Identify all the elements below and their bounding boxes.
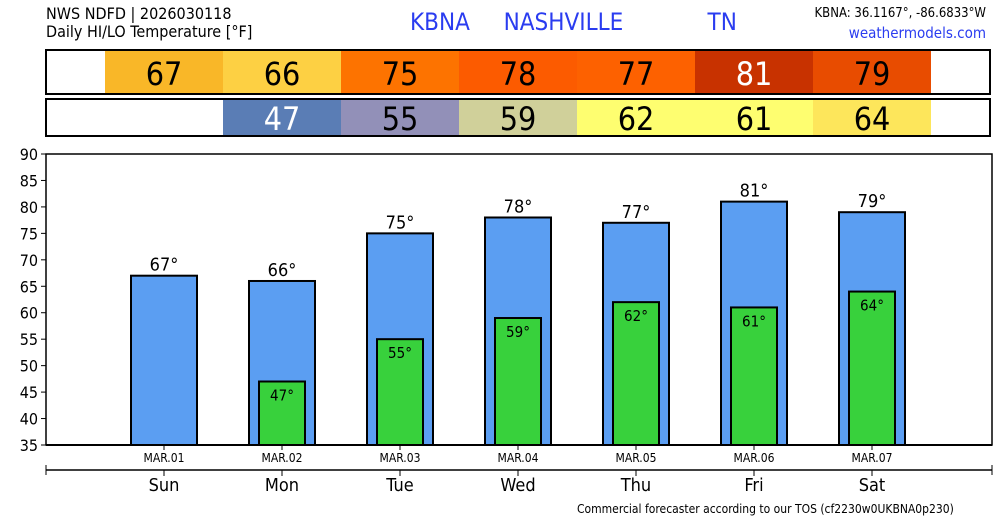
hi-cell (695, 51, 813, 93)
y-tick-label: 35 (20, 436, 38, 455)
hi-cell-value: 66 (264, 55, 301, 93)
variable-label: Daily HI/LO Temperature [°F] (46, 22, 253, 41)
hi-bar-label: 66° (268, 260, 297, 281)
date-label: MAR.01 (144, 451, 185, 465)
lo-bar-label: 61° (742, 312, 766, 330)
hi-cell-value: 81 (736, 55, 773, 93)
hi-bar-label: 67° (150, 255, 179, 276)
lo-cell (459, 100, 577, 135)
hi-cell (223, 51, 341, 93)
hi-cell-value: 75 (382, 55, 419, 93)
hi-bar-label: 77° (622, 202, 651, 223)
hi-cell (459, 51, 577, 93)
lo-cell-value: 59 (500, 100, 537, 138)
date-label: MAR.04 (498, 451, 539, 465)
day-label: Mon (265, 475, 299, 496)
site-link[interactable]: weathermodels.com (848, 24, 986, 42)
day-label: Sat (859, 475, 886, 496)
day-label: Wed (500, 475, 535, 496)
lo-cell-value: 61 (736, 100, 773, 138)
station-coords: KBNA: 36.1167°, -86.6833°W (814, 6, 986, 21)
hi-cell-value: 77 (618, 55, 655, 93)
y-tick-label: 70 (20, 251, 38, 270)
date-label: MAR.02 (262, 451, 303, 465)
day-label: Sun (149, 475, 180, 496)
lo-cell-value: 62 (618, 100, 655, 138)
y-tick-label: 45 (20, 383, 38, 402)
hi-cell-value: 79 (854, 55, 891, 93)
hi-bar-label: 81° (740, 181, 769, 202)
lo-bar-label: 55° (388, 344, 412, 362)
station-title: KBNA NASHVILLE TN (410, 8, 737, 36)
lo-bar (612, 301, 660, 446)
lo-bar-label: 64° (860, 297, 884, 315)
y-tick-label: 55 (20, 330, 38, 349)
lo-cell (695, 100, 813, 135)
y-tick-label: 85 (20, 171, 38, 190)
footer-note: Commercial forecaster according to our T… (577, 502, 954, 516)
y-tick-label: 65 (20, 277, 38, 296)
date-label: MAR.06 (734, 451, 775, 465)
hi-bar-label: 79° (858, 191, 887, 212)
day-label: Fri (744, 475, 763, 496)
hi-cell-value: 67 (146, 55, 183, 93)
lo-bar (258, 380, 306, 447)
day-label: Tue (385, 475, 413, 496)
hi-bar-label: 75° (386, 212, 415, 233)
hi-cell (577, 51, 695, 93)
hi-bar (130, 274, 198, 447)
hi-cell (341, 51, 459, 93)
y-tick-label: 40 (20, 410, 38, 429)
lo-cell (577, 100, 695, 135)
lo-cell (223, 100, 341, 135)
lo-bar-label: 59° (506, 323, 530, 341)
lo-bar (376, 338, 424, 447)
y-tick-label: 80 (20, 198, 38, 217)
hi-cell-value: 78 (500, 55, 537, 93)
lo-bar-label: 47° (270, 387, 294, 405)
lo-bar (848, 290, 896, 446)
lo-cell-value: 47 (264, 100, 301, 138)
y-tick-label: 90 (20, 145, 38, 164)
y-tick-label: 60 (20, 304, 38, 323)
lo-cell-value: 55 (382, 100, 419, 138)
lo-cell (813, 100, 931, 135)
y-tick-label: 50 (20, 357, 38, 376)
lo-bar (730, 306, 778, 446)
hi-cell (105, 51, 223, 93)
product-label: NWS NDFD | 2026030118 (46, 4, 232, 23)
hi-cell (813, 51, 931, 93)
hi-bar-label: 78° (504, 196, 533, 217)
y-tick-label: 75 (20, 224, 38, 243)
date-label: MAR.03 (380, 451, 421, 465)
date-label: MAR.07 (852, 451, 893, 465)
date-label: MAR.05 (616, 451, 657, 465)
lo-bar-label: 62° (624, 307, 648, 325)
day-label: Thu (620, 475, 651, 496)
lo-cell-value: 64 (854, 100, 891, 138)
lo-cell (341, 100, 459, 135)
